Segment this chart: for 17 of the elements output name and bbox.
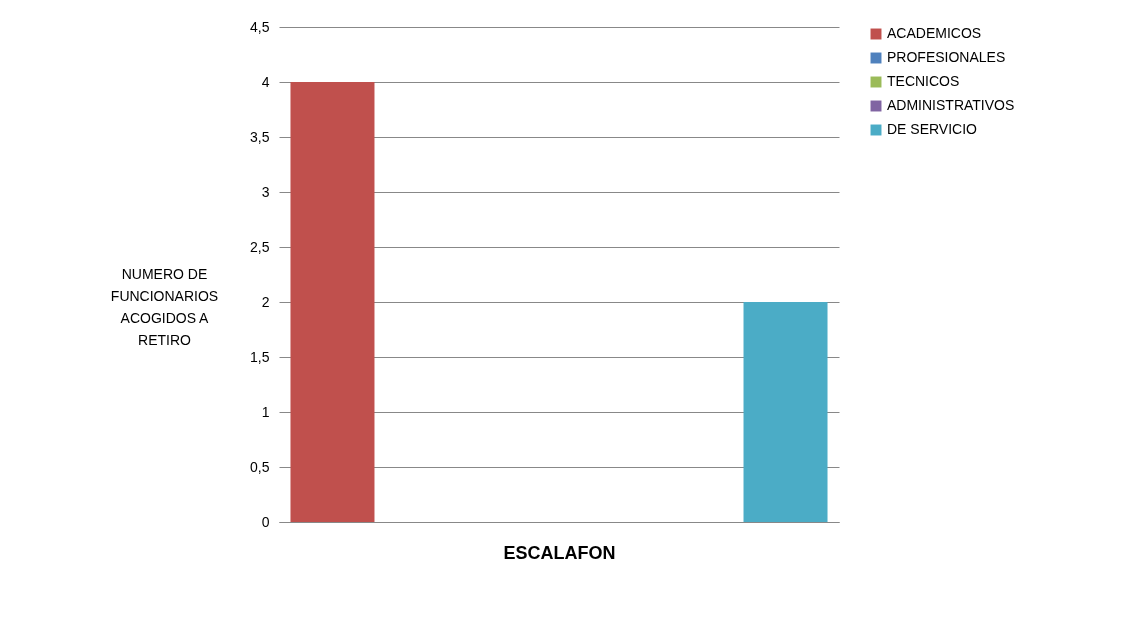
y-tick-label: 2	[261, 293, 270, 310]
legend-label: PROFESIONALES	[887, 49, 1006, 65]
legend-label: ACADEMICOS	[887, 25, 982, 41]
x-axis-title: ESCALAFON	[503, 542, 616, 563]
y-tick-label: 2,5	[250, 238, 270, 255]
legend-label: ADMINISTRATIVOS	[887, 97, 1015, 113]
y-tick-label: 1	[261, 403, 270, 420]
y-tick-label: 0,5	[250, 458, 270, 475]
legend-label: TECNICOS	[887, 73, 960, 89]
y-axis-title: NUMERO DE FUNCIONARIOS ACOGIDOS A RETIRO	[110, 266, 219, 348]
y-tick-label: 1,5	[250, 348, 270, 365]
legend-label: DE SERVICIO	[887, 121, 978, 137]
y-tick-label: 3	[261, 183, 270, 200]
y-tick-label: 3,5	[250, 128, 270, 145]
y-tick-label: 0	[261, 513, 270, 530]
y-tick-label: 4	[261, 73, 270, 90]
y-tick-label: 4,5	[250, 18, 270, 35]
